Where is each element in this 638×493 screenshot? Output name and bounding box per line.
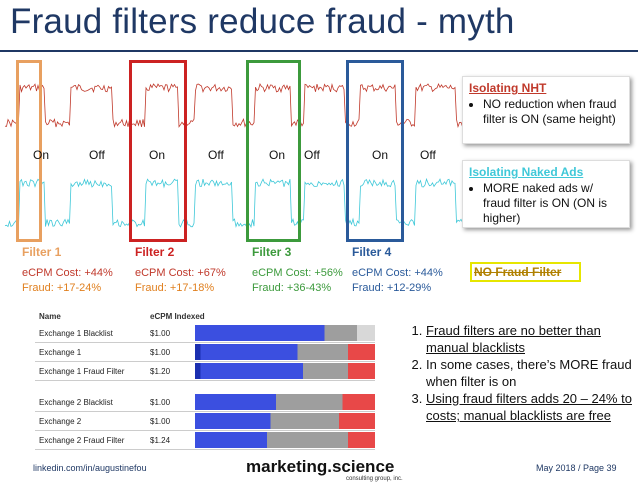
fraud-rate: Fraud: +36-43% [252, 282, 332, 294]
ecpm-header: eCPM Indexed [150, 312, 205, 321]
row-price: $1.00 [150, 329, 171, 338]
point-text: Using fraud filters adds 20 – 24% to cos… [426, 391, 632, 423]
row-price: $1.00 [150, 398, 171, 407]
nht-bullet: NO reduction when fraud filter is ON (sa… [483, 97, 623, 127]
table-row: Exchange 1 Fraud Filter $1.20 [35, 362, 375, 381]
table-header: Name eCPM Indexed [35, 312, 375, 324]
filter-3-label: Filter 3 [252, 245, 292, 259]
table-row: Exchange 1 Blacklist $1.00 [35, 324, 375, 343]
on-label: On [372, 148, 389, 162]
table-row: Exchange 2 Blacklist $1.00 [35, 393, 375, 412]
naked-ads-callout: Isolating Naked Ads MORE naked ads w/ fr… [462, 160, 630, 228]
on-label: On [149, 148, 166, 162]
row-name: Exchange 1 Fraud Filter [39, 367, 125, 376]
naked-ads-line-chart [4, 177, 464, 229]
nht-callout: Isolating NHT NO reduction when fraud fi… [462, 76, 630, 144]
footer-page: May 2018 / Page 39 [536, 463, 617, 473]
composition-bar [195, 413, 375, 429]
table-row: Exchange 1 $1.00 [35, 343, 375, 362]
filter-3-stats: eCPM Cost: +56% Fraud: +36-43% [252, 266, 343, 296]
filter-2-stats: eCPM Cost: +67% Fraud: +17-18% [135, 266, 226, 296]
point-item: Fraud filters are no better than manual … [426, 322, 634, 356]
point-text: In some cases, there’s MORE fraud when f… [426, 357, 632, 389]
row-name: Exchange 1 [39, 348, 82, 357]
ecpm-cost: eCPM Cost: +44% [352, 267, 443, 279]
title-divider [0, 50, 638, 52]
ecpm-cost: eCPM Cost: +56% [252, 267, 343, 279]
row-name: Exchange 1 Blacklist [39, 329, 113, 338]
off-label: Off [304, 148, 320, 162]
traffic-waveform [4, 82, 465, 129]
fraud-rate: Fraud: +17-24% [22, 282, 102, 294]
off-label: Off [420, 148, 436, 162]
on-label: On [269, 148, 286, 162]
ecpm-cost: eCPM Cost: +67% [135, 267, 226, 279]
ecpm-cost: eCPM Cost: +44% [22, 267, 113, 279]
composition-bar [195, 325, 375, 341]
filter-4-stats: eCPM Cost: +44% Fraud: +12-29% [352, 266, 443, 296]
nht-heading: Isolating NHT [469, 81, 547, 95]
point-text: Fraud filters are no better than manual … [426, 323, 601, 355]
point-item: In some cases, there’s MORE fraud when f… [426, 356, 634, 390]
fraud-rate: Fraud: +17-18% [135, 282, 215, 294]
filter-1-label: Filter 1 [22, 245, 62, 259]
filter-2-label: Filter 2 [135, 245, 175, 259]
fraud-rate: Fraud: +12-29% [352, 282, 432, 294]
filter-2-highlight [129, 60, 187, 242]
filter-1-highlight [16, 60, 42, 242]
key-points: Fraud filters are no better than manual … [404, 322, 634, 424]
filter-4-highlight [346, 60, 404, 242]
exchange-table: Name eCPM Indexed Exchange 1 Blacklist $… [35, 312, 375, 450]
filter-1-stats: eCPM Cost: +44% Fraud: +17-24% [22, 266, 113, 296]
no-fraud-filter-label: NO Fraud Filter [470, 262, 581, 282]
row-price: $1.24 [150, 436, 171, 445]
slide-title: Fraud filters reduce fraud - myth [10, 2, 515, 41]
composition-bar [195, 363, 375, 379]
table-gap [35, 381, 375, 393]
on-label: On [33, 148, 50, 162]
naked-ads-heading: Isolating Naked Ads [469, 165, 584, 179]
footer-linkedin: linkedin.com/in/augustinefou [33, 463, 147, 473]
brand-subtitle: consulting group, inc. [346, 476, 403, 482]
row-price: $1.00 [150, 417, 171, 426]
point-item: Using fraud filters adds 20 – 24% to cos… [426, 390, 634, 424]
composition-bar [195, 432, 375, 448]
off-label: Off [208, 148, 224, 162]
name-header: Name [39, 312, 61, 321]
brand-logo-text: marketing.science [246, 457, 395, 476]
row-price: $1.20 [150, 367, 171, 376]
naked-ads-bullet: MORE naked ads w/ fraud filter is ON (ON… [483, 181, 623, 226]
table-row: Exchange 2 $1.00 [35, 412, 375, 431]
row-name: Exchange 2 Fraud Filter [39, 436, 125, 445]
nht-line-chart [4, 82, 465, 129]
off-label: Off [89, 148, 105, 162]
row-name: Exchange 2 [39, 417, 82, 426]
table-row: Exchange 2 Fraud Filter $1.24 [35, 431, 375, 450]
traffic-waveform [4, 177, 464, 229]
row-price: $1.00 [150, 348, 171, 357]
row-name: Exchange 2 Blacklist [39, 398, 113, 407]
filter-4-label: Filter 4 [352, 245, 392, 259]
composition-bar [195, 344, 375, 360]
traffic-charts [4, 82, 465, 229]
filter-3-highlight [246, 60, 301, 242]
composition-bar [195, 394, 375, 410]
